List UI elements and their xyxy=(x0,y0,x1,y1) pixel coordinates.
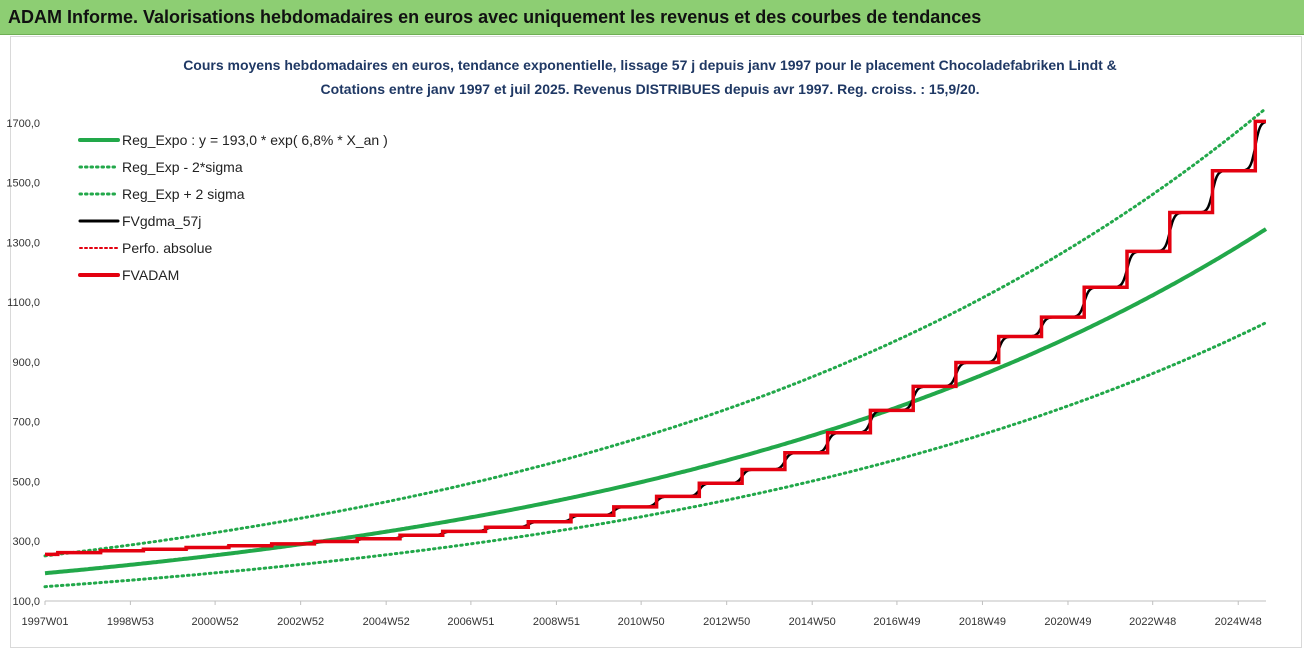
x-tick-label: 2004W52 xyxy=(363,616,410,628)
y-tick-label: 1300,0 xyxy=(6,237,40,249)
legend-label: Reg_Exp - 2*sigma xyxy=(122,159,243,175)
axes: 100,0 300,0 500,0 700,0 900,0 1100,0 1300,0 150… xyxy=(6,118,1266,628)
x-tick-label: 2018W49 xyxy=(959,616,1006,628)
y-tick-label: 300,0 xyxy=(12,536,40,548)
x-tick-label: 2002W52 xyxy=(277,616,324,628)
y-tick-label: 1100,0 xyxy=(7,297,40,309)
legend: Reg_Expo : y = 193,0 * exp( 6,8% * X_an … xyxy=(78,132,388,283)
chart-frame xyxy=(10,36,1302,648)
y-tick-label: 900,0 xyxy=(12,357,40,369)
x-tick-label: 2016W49 xyxy=(873,616,920,628)
y-tick-label: 100,0 xyxy=(12,596,40,608)
series-reg-plus-2sigma xyxy=(43,106,1268,558)
title-bar: ADAM Informe. Valorisations hebdomadaire… xyxy=(0,0,1304,35)
series-reg-expo xyxy=(44,227,1268,576)
x-tick-label: 2010W50 xyxy=(618,616,665,628)
chart-title-line-1: Cours moyens hebdomadaires en euros, ten… xyxy=(183,57,1117,73)
chart-title-line-2: Cotations entre janv 1997 et juil 2025. … xyxy=(320,81,979,97)
x-tick-label: 2006W51 xyxy=(447,616,494,628)
legend-label: Perfo. absolue xyxy=(122,240,212,256)
x-tick-label: 1997W01 xyxy=(21,616,68,628)
legend-label: Reg_Exp + 2 sigma xyxy=(122,186,245,202)
x-tick-label: 2012W50 xyxy=(703,616,750,628)
x-tick-label: 2000W52 xyxy=(192,616,239,628)
y-tick-label: 1500,0 xyxy=(6,178,40,190)
legend-label: FVgdma_57j xyxy=(122,213,201,229)
x-tick-label: 2014W50 xyxy=(789,616,836,628)
plot-area xyxy=(43,106,1268,589)
x-tick-label: 2022W48 xyxy=(1129,616,1176,628)
series-reg-minus-2sigma xyxy=(43,321,1268,589)
legend-label: FVADAM xyxy=(122,267,179,283)
y-tick-label: 700,0 xyxy=(12,417,40,429)
x-tick-label: 2020W49 xyxy=(1044,616,1091,628)
y-tick-label: 1700,0 xyxy=(6,118,40,130)
legend-label: Reg_Expo : y = 193,0 * exp( 6,8% * X_an … xyxy=(122,132,388,148)
page-title: ADAM Informe. Valorisations hebdomadaire… xyxy=(8,7,982,27)
y-tick-label: 500,0 xyxy=(12,476,40,488)
x-tick-label: 2024W48 xyxy=(1215,616,1262,628)
series-fvadam xyxy=(45,119,1266,557)
x-tick-label: 1998W53 xyxy=(107,616,154,628)
x-tick-label: 2008W51 xyxy=(533,616,580,628)
